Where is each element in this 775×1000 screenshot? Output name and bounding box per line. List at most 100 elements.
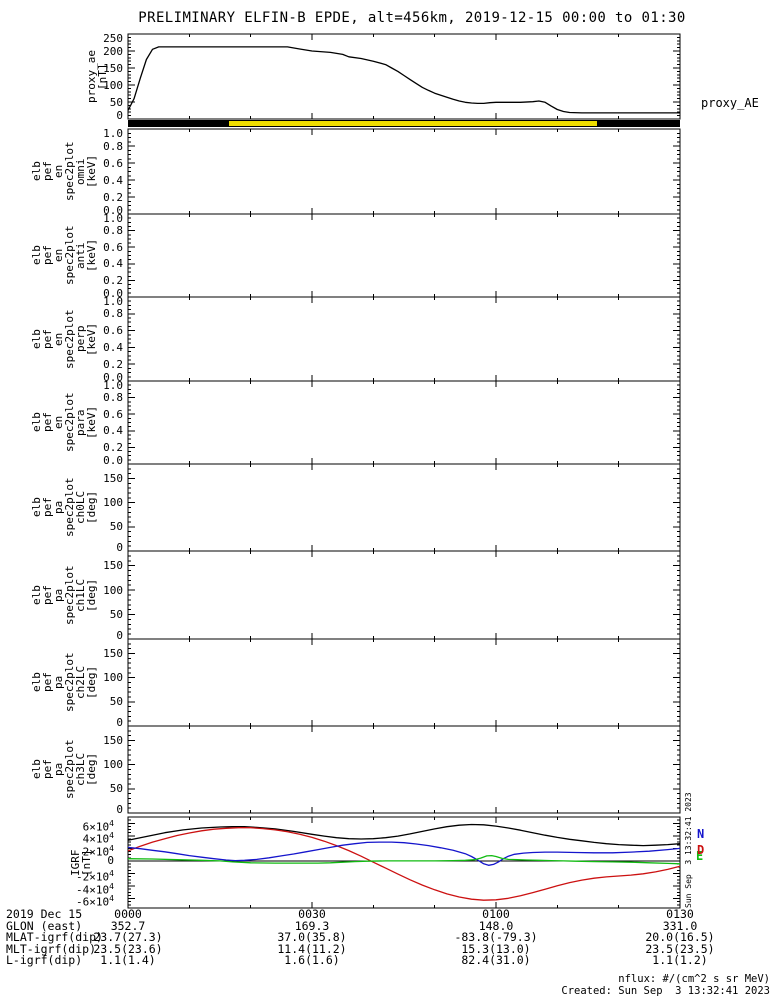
proxy-y-tick-label: 250 xyxy=(103,31,123,45)
bottom-row-value: 23.7(27.3) xyxy=(93,930,163,944)
bottom-row-value: 1.1(1.2) xyxy=(652,953,708,967)
spec0-y-axis-label-line: [keV] xyxy=(85,154,98,189)
spec2-y-axis-label-line: [keV] xyxy=(85,322,98,356)
spec4-y-tick-label: 100 xyxy=(103,496,123,510)
bottom-row-value: 148.0 xyxy=(478,918,514,933)
spec5-y-tick-label: 0 xyxy=(116,628,123,642)
spec0-y-tick-label: 0.0 xyxy=(103,203,123,217)
igrf-series-E xyxy=(127,854,681,865)
igrf-y-tick-label: 0 xyxy=(107,854,114,868)
spec4-y-tick-label: 0 xyxy=(116,540,123,554)
plot-title: PRELIMINARY ELFIN-B EPDE, alt=456km, 201… xyxy=(138,10,686,26)
spec3-y-tick-label: 0.2 xyxy=(103,440,123,454)
spec5-y-tick-label: 50 xyxy=(109,608,123,622)
proxy-y-tick-label: 100 xyxy=(103,78,123,92)
bottom-row-value: -83.8(-79.3) xyxy=(454,930,538,944)
spec6-y-tick-label: 100 xyxy=(103,671,123,685)
proxy-panel-frame xyxy=(127,33,681,120)
igrf-series-D xyxy=(127,827,681,901)
spec2-panel-frame xyxy=(127,296,681,382)
spec5-panel-frame xyxy=(127,550,681,640)
bottom-row-value: 0100 xyxy=(482,907,510,921)
bottom-row-label: MLT-igrf(dip) xyxy=(6,941,97,956)
flag-bar-segment xyxy=(229,121,598,126)
bottom-row-label: 2019 Dec 15 xyxy=(6,907,83,921)
spec6-y-axis-label: elb pef pa spec2plot ch2LC [deg] xyxy=(30,639,98,726)
spec3-y-tick-label: 0.8 xyxy=(103,391,123,405)
bottom-row-value: 37.0(35.8) xyxy=(277,930,347,944)
bottom-row-value: 169.3 xyxy=(294,918,330,933)
spec2-y-axis-label: elb pef en spec2plot perp [keV] xyxy=(30,297,98,381)
proxy-ae-right-label: proxy_AE xyxy=(701,96,759,110)
spec6-y-tick-label: 50 xyxy=(109,695,123,709)
igrf-series-B_total xyxy=(127,823,681,847)
proxy-y-axis-label: proxy_ae [nT] xyxy=(85,34,109,119)
spec1-panel-frame xyxy=(127,213,681,298)
spec5-y-tick-label: 150 xyxy=(103,559,123,573)
igrf-y-axis-label-line: [nT] xyxy=(80,849,93,876)
spec1-y-axis-label: elb pef en spec2plot anti [keV] xyxy=(30,214,98,297)
spec1-y-tick-label: 0.6 xyxy=(103,240,123,254)
spec5-y-axis-label-line: [deg] xyxy=(85,578,98,612)
bottom-row-value: 1.6(1.6) xyxy=(284,953,340,967)
spec6-y-axis-label-line: [deg] xyxy=(85,665,98,700)
spec0-y-tick-label: 0.8 xyxy=(103,139,123,153)
spec1-y-tick-label: 0.2 xyxy=(103,273,123,287)
spec0-y-tick-label: 0.6 xyxy=(103,156,123,170)
spec0-panel-frame xyxy=(127,128,681,215)
bottom-row-value: 20.0(16.5) xyxy=(645,930,715,944)
bottom-row-value: 23.5(23.6) xyxy=(93,941,163,956)
created-vertical-label: Sun Sep 3 13:32:41 2023 xyxy=(684,792,693,908)
igrf-y-tick-label: -4×104 xyxy=(76,881,114,897)
spec2-y-tick-label: 0.0 xyxy=(103,370,123,384)
bottom-row-value: 23.5(23.5) xyxy=(645,941,715,956)
spec7-y-tick-label: 100 xyxy=(103,758,123,772)
bottom-row-label: L-igrf(dip) xyxy=(6,953,83,967)
spec3-y-axis-label-line: [keV] xyxy=(85,405,98,440)
spec0-y-tick-label: 1.0 xyxy=(103,126,123,140)
spec3-y-tick-label: 0.0 xyxy=(103,453,123,467)
spec3-y-tick-label: 0.6 xyxy=(103,407,123,421)
bottom-row-label: MLAT-igrf(dip) xyxy=(6,930,103,944)
spec2-y-tick-label: 0.6 xyxy=(103,324,123,338)
bottom-row-value: 0000 xyxy=(114,907,142,921)
spec4-y-axis-label-line: [deg] xyxy=(85,490,98,525)
spec3-y-tick-label: 0.4 xyxy=(103,424,123,438)
spec1-y-tick-label: 0.0 xyxy=(103,286,123,300)
spec4-y-axis-label: elb pef pa spec2plot ch0LC [deg] xyxy=(30,464,98,551)
spec1-y-axis-label-line: [keV] xyxy=(85,238,98,273)
igrf-legend-e: E xyxy=(696,849,704,863)
spec4-y-tick-label: 150 xyxy=(103,472,123,485)
spec3-y-axis-label: elb pef en spec2plot para [keV] xyxy=(30,381,98,464)
spec2-y-tick-label: 0.2 xyxy=(103,357,123,371)
spec3-panel-frame xyxy=(127,380,681,465)
spec4-panel-frame xyxy=(127,463,681,552)
spec7-y-tick-label: 150 xyxy=(103,734,123,747)
spec1-y-tick-label: 0.4 xyxy=(103,257,123,271)
bottom-row-value: 352.7 xyxy=(110,918,146,933)
igrf-series-N xyxy=(127,841,681,866)
spec0-y-tick-label: 0.4 xyxy=(103,173,123,187)
spec1-y-tick-label: 0.8 xyxy=(103,224,123,238)
bottom-row-value: 15.3(13.0) xyxy=(461,941,531,956)
proxy-y-tick-label: 200 xyxy=(103,44,123,58)
spec2-y-tick-label: 0.8 xyxy=(103,307,123,321)
created-label: Created: Sun Sep 3 13:32:41 2023 xyxy=(561,984,770,997)
spec3-y-tick-label: 1.0 xyxy=(103,378,123,392)
proxy-series-proxy_AE xyxy=(127,46,680,114)
spec6-y-tick-label: 150 xyxy=(103,647,123,660)
spec2-y-tick-label: 0.4 xyxy=(103,340,123,354)
spec7-y-axis-label-line: [deg] xyxy=(85,752,98,787)
spec7-y-tick-label: 0 xyxy=(116,802,123,816)
spec7-panel-frame xyxy=(127,725,681,814)
bottom-row-value: 1.1(1.4) xyxy=(100,953,156,967)
spec0-y-tick-label: 0.2 xyxy=(103,190,123,204)
igrf-legend-d: D xyxy=(697,843,705,857)
spec6-y-tick-label: 0 xyxy=(116,715,123,729)
bottom-row-value: 82.4(31.0) xyxy=(461,953,531,967)
bottom-row-label: GLON (east) xyxy=(6,918,83,933)
spec7-y-tick-label: 50 xyxy=(109,782,123,796)
spec7-y-axis-label: elb pef pa spec2plot ch3LC [deg] xyxy=(30,726,98,813)
